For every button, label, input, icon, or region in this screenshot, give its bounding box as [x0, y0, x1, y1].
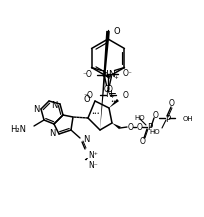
Text: N: N [83, 135, 89, 145]
Text: H₂N: H₂N [10, 125, 26, 135]
Text: OH: OH [183, 116, 194, 122]
Polygon shape [112, 123, 121, 129]
Text: O: O [153, 112, 159, 120]
Text: O: O [140, 138, 146, 146]
Text: +: + [113, 75, 118, 80]
Text: +: + [110, 94, 114, 100]
Text: P: P [147, 123, 153, 133]
Text: O: O [83, 94, 90, 104]
Text: P: P [165, 115, 171, 123]
Text: HO: HO [134, 115, 145, 121]
Text: O: O [104, 85, 110, 94]
Text: N: N [105, 90, 111, 99]
Text: +: + [106, 75, 111, 80]
Text: O: O [169, 100, 175, 108]
Text: ⁻O: ⁻O [83, 70, 92, 79]
Text: O: O [106, 85, 112, 94]
Text: •••: ••• [110, 100, 119, 105]
Text: O: O [137, 123, 143, 133]
Text: N: N [108, 70, 115, 79]
Text: N: N [101, 70, 108, 79]
Text: ⁻O: ⁻O [83, 92, 93, 100]
Text: HO: HO [149, 129, 160, 135]
Text: N: N [50, 130, 56, 138]
Text: N⁺: N⁺ [88, 151, 98, 161]
Text: O: O [128, 123, 134, 133]
Text: O⁻: O⁻ [123, 69, 132, 78]
Text: N: N [52, 100, 58, 110]
Text: N⁻: N⁻ [88, 161, 98, 169]
Polygon shape [100, 31, 110, 130]
Text: O: O [114, 26, 121, 36]
Polygon shape [109, 99, 119, 108]
Text: N: N [33, 105, 39, 113]
Text: O: O [123, 92, 129, 100]
Text: •••: ••• [91, 110, 100, 115]
